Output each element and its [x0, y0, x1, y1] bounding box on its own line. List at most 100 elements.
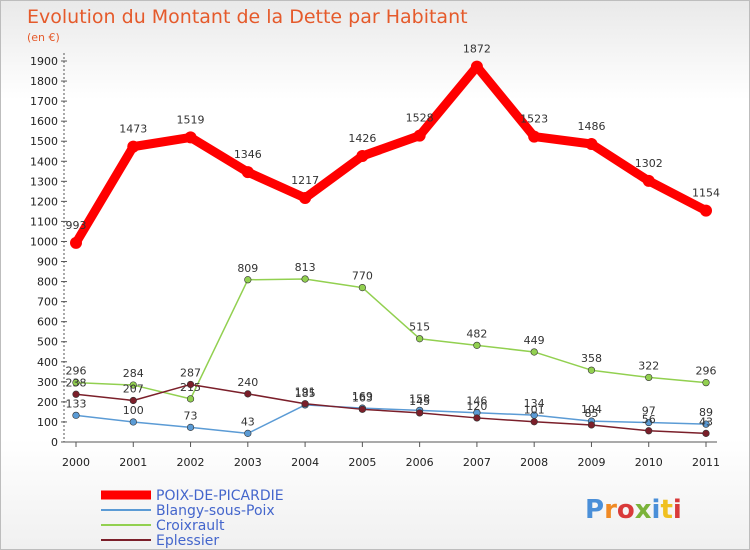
data-label: 240 [237, 376, 258, 389]
y-tick-label: 1800 [30, 75, 58, 88]
data-label: 358 [581, 352, 602, 365]
data-point [70, 236, 82, 249]
y-tick-label: 1600 [30, 115, 58, 128]
series-eplessier: 238 207 287 240 191 163 145 120 101 85 56 43 [66, 366, 713, 437]
data-point [129, 418, 137, 426]
data-point [587, 366, 596, 374]
y-tick-label: 200 [37, 396, 58, 409]
y-tick-label: 1500 [30, 135, 58, 148]
data-point [301, 275, 309, 283]
logo-letter: o [617, 495, 635, 525]
data-label: 813 [295, 261, 316, 274]
x-tick-label: 2005 [348, 456, 376, 469]
data-point [72, 411, 80, 419]
data-point [416, 409, 424, 417]
data-point [244, 390, 252, 398]
data-point [530, 418, 538, 426]
chart-title: Evolution du Montant de la Dette par Hab… [27, 6, 468, 28]
y-tick-label: 800 [37, 276, 58, 289]
data-label: 1302 [635, 157, 663, 170]
data-label: 296 [66, 365, 87, 378]
data-point [702, 429, 710, 437]
x-tick-label: 2004 [291, 456, 319, 469]
data-label: 1346 [234, 148, 262, 161]
data-point [356, 150, 369, 163]
series-layer: 2962842158098137705154824493583222961331… [66, 43, 720, 437]
data-point [129, 381, 137, 389]
legend-label: Eplessier [156, 533, 219, 549]
data-label: 163 [352, 391, 373, 404]
proxiti-logo: Proxiti [585, 495, 682, 525]
series-blangy-sous-poix: 133 100 73 43 185 169 158 146 134 104 97 89 [66, 387, 713, 437]
logo-letter: t [660, 495, 672, 525]
y-tick-label: 500 [37, 336, 58, 349]
series-line [75, 278, 707, 400]
data-point [186, 423, 195, 431]
data-label: 73 [184, 409, 198, 422]
data-label: 1872 [463, 43, 491, 56]
data-label: 169 [352, 390, 373, 403]
data-label: 284 [123, 367, 144, 380]
data-point [645, 373, 653, 382]
x-tick-label: 2008 [520, 456, 548, 469]
y-tick-label: 1100 [30, 215, 58, 228]
data-label: 1154 [692, 187, 720, 200]
y-tick-label: 100 [37, 416, 58, 429]
data-point [301, 400, 309, 408]
x-tick-label: 2009 [577, 456, 605, 469]
y-tick-label: 1400 [30, 155, 58, 168]
data-label: 1519 [177, 113, 205, 126]
series-croixrault: 296284215809813770515482449358322296 [66, 261, 717, 403]
data-label: 1528 [406, 112, 434, 125]
data-point [702, 420, 710, 428]
data-point [72, 390, 80, 398]
data-point [129, 396, 137, 405]
data-label: 158 [409, 392, 430, 405]
data-point [587, 421, 596, 429]
series-poix-de-picardie: 993 1473 1519 1346 1217 1426 1528 1872 1523 1486 1… [66, 43, 720, 249]
data-point [184, 131, 197, 144]
data-point [127, 140, 140, 153]
data-point [72, 379, 80, 387]
y-tick-label: 600 [37, 316, 58, 329]
x-tick-label: 2007 [463, 456, 491, 469]
x-tick-label: 2010 [635, 456, 663, 469]
data-label: 1426 [348, 132, 376, 145]
data-point [473, 341, 481, 349]
data-label: 43 [241, 415, 255, 428]
data-point [186, 395, 195, 403]
y-tick-label: 300 [37, 376, 58, 389]
data-point [645, 427, 653, 435]
x-tick-label: 2006 [406, 456, 434, 469]
x-tick-label: 2002 [177, 456, 205, 469]
data-label: 1486 [577, 120, 605, 133]
data-label: 1473 [119, 123, 147, 136]
data-point [702, 379, 710, 387]
y-tick-label: 0 [51, 436, 58, 449]
data-label: 145 [409, 395, 430, 408]
data-point [645, 418, 653, 427]
data-point [700, 204, 712, 217]
logo-letter: x [635, 495, 652, 525]
legend-label: Blangy-sous-Poix [156, 503, 275, 519]
series-line [75, 404, 707, 435]
y-tick-label: 1900 [30, 55, 58, 68]
data-point [244, 429, 252, 437]
data-label: 809 [237, 262, 258, 275]
legend: POIX-DE-PICARDIEBlangy-sous-PoixCroixrau… [101, 488, 284, 549]
data-label: 146 [466, 395, 487, 408]
data-label: 89 [699, 406, 713, 419]
logo-text: Proxiti [585, 495, 682, 525]
data-label: 1523 [520, 113, 548, 126]
data-label: 104 [581, 403, 602, 416]
y-tick-label: 1000 [30, 235, 58, 248]
data-point [585, 138, 598, 151]
data-label: 482 [466, 327, 487, 340]
data-point [358, 283, 366, 292]
series-line [71, 62, 711, 248]
data-point [528, 130, 541, 143]
data-point [299, 191, 312, 204]
x-tick-label: 2003 [234, 456, 262, 469]
data-label: 100 [123, 404, 144, 417]
